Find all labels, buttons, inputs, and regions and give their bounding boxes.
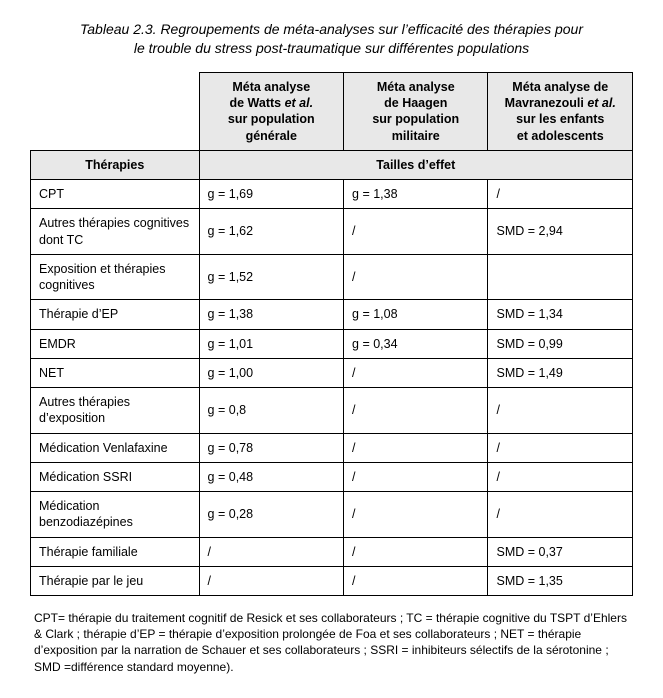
value-cell: SMD = 1,49 [488,358,633,387]
therapy-cell: Médication Venlafaxine [31,433,200,462]
value-cell: g = 0,28 [199,492,343,538]
therapy-cell: Autres thérapies d’exposition [31,388,200,434]
col-header-mavranezouli: Méta analyse de Mavranezouli et al. sur … [488,72,633,150]
therapy-cell: CPT [31,180,200,209]
value-cell: SMD = 1,35 [488,566,633,595]
table-row: Autres thérapies cognitives dont TCg = 1… [31,209,633,255]
value-cell: g = 1,52 [199,254,343,300]
table-row: Médication benzodiazépinesg = 0,28// [31,492,633,538]
value-cell: g = 1,00 [199,358,343,387]
value-cell: / [344,566,488,595]
value-cell: / [344,433,488,462]
table-row: EMDRg = 1,01g = 0,34SMD = 0,99 [31,329,633,358]
caption-line1: Tableau 2.3. Regroupements de méta-analy… [80,21,583,37]
therapies-header: Thérapies [31,150,200,179]
value-cell: g = 1,38 [199,300,343,329]
value-cell: / [344,388,488,434]
col-header-haagen: Méta analyse de Haagen sur population mi… [344,72,488,150]
value-cell: / [344,209,488,255]
col-header-watts: Méta analyse de Watts et al. sur populat… [199,72,343,150]
table-footnote: CPT= thérapie du traitement cognitif de … [30,610,633,675]
table-row: Exposition et thérapies cognitivesg = 1,… [31,254,633,300]
table-caption: Tableau 2.3. Regroupements de méta-analy… [30,20,633,58]
value-cell: / [199,566,343,595]
therapy-cell: Thérapie par le jeu [31,566,200,595]
therapy-cell: Médication SSRI [31,462,200,491]
value-cell: / [488,492,633,538]
value-cell: g = 1,01 [199,329,343,358]
therapy-cell: EMDR [31,329,200,358]
therapy-cell: Thérapie d’EP [31,300,200,329]
effect-size-header: Tailles d’effet [199,150,632,179]
value-cell: g = 1,38 [344,180,488,209]
value-cell: / [344,537,488,566]
therapy-cell: NET [31,358,200,387]
value-cell: / [488,462,633,491]
therapy-cell: Autres thérapies cognitives dont TC [31,209,200,255]
value-cell: SMD = 0,37 [488,537,633,566]
value-cell [488,254,633,300]
table-row: Thérapie familiale//SMD = 0,37 [31,537,633,566]
value-cell: / [488,180,633,209]
value-cell: / [344,462,488,491]
table-row: NETg = 1,00/SMD = 1,49 [31,358,633,387]
value-cell: / [488,388,633,434]
table-row: Thérapie d’EPg = 1,38g = 1,08SMD = 1,34 [31,300,633,329]
therapy-cell: Médication benzodiazépines [31,492,200,538]
table-row: Médication Venlafaxineg = 0,78// [31,433,633,462]
value-cell: SMD = 0,99 [488,329,633,358]
value-cell: / [488,433,633,462]
value-cell: / [199,537,343,566]
therapy-cell: Exposition et thérapies cognitives [31,254,200,300]
value-cell: SMD = 1,34 [488,300,633,329]
value-cell: g = 0,78 [199,433,343,462]
value-cell: / [344,358,488,387]
value-cell: SMD = 2,94 [488,209,633,255]
value-cell: g = 1,69 [199,180,343,209]
therapies-table: Méta analyse de Watts et al. sur populat… [30,72,633,596]
therapy-cell: Thérapie familiale [31,537,200,566]
value-cell: / [344,492,488,538]
value-cell: g = 1,62 [199,209,343,255]
value-cell: / [344,254,488,300]
value-cell: g = 0,8 [199,388,343,434]
value-cell: g = 0,48 [199,462,343,491]
empty-corner [31,72,200,150]
table-row: Autres thérapies d’expositiong = 0,8// [31,388,633,434]
value-cell: g = 0,34 [344,329,488,358]
table-row: CPTg = 1,69g = 1,38/ [31,180,633,209]
value-cell: g = 1,08 [344,300,488,329]
caption-line2: le trouble du stress post-traumatique su… [134,40,529,56]
table-row: Médication SSRIg = 0,48// [31,462,633,491]
table-row: Thérapie par le jeu//SMD = 1,35 [31,566,633,595]
